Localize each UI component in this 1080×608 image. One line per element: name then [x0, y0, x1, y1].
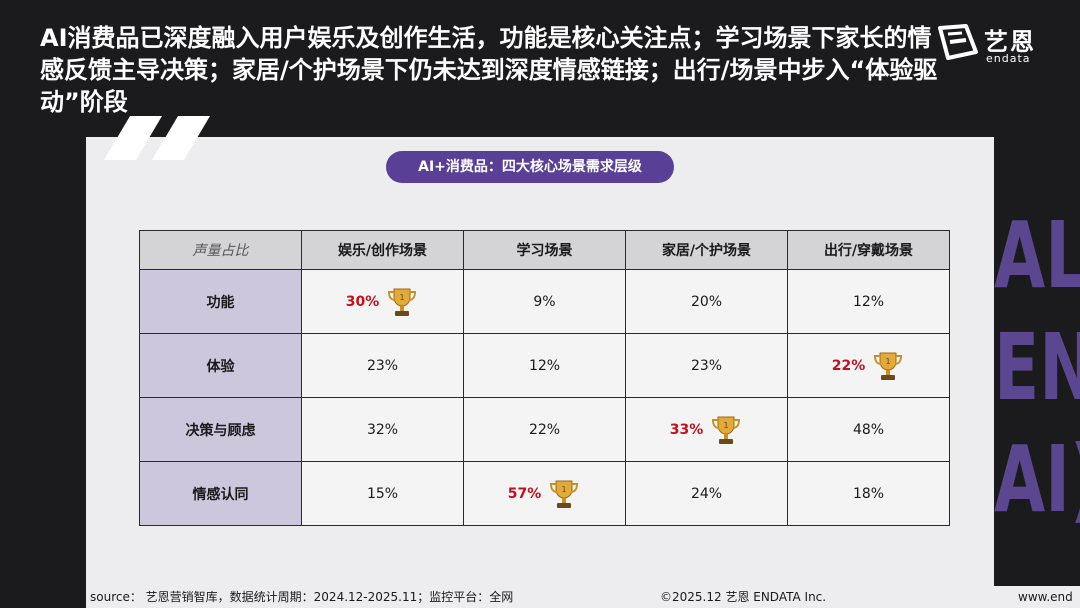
- row-header: 体验: [139, 333, 302, 398]
- table-cell: 23%: [625, 333, 788, 398]
- cell-content: 57% 1: [508, 477, 582, 511]
- cell-value: 15%: [366, 485, 399, 502]
- brand-logo: 艺恩 endata: [936, 22, 1056, 66]
- table-cell: 18%: [787, 461, 950, 526]
- cell-value: 24%: [690, 485, 723, 502]
- trophy-icon: 1: [385, 285, 419, 319]
- cell-value: 20%: [690, 293, 723, 310]
- row-header: 情感认同: [139, 461, 302, 526]
- table-cell: 24%: [625, 461, 788, 526]
- cell-content: 32%: [367, 422, 398, 438]
- table-cell: 32%: [301, 397, 464, 462]
- footer-bar: [86, 586, 1080, 608]
- table-cell: 30% 1: [301, 269, 464, 334]
- table-cell: 48%: [787, 397, 950, 462]
- table-cell: 9%: [463, 269, 626, 334]
- cell-content: 33% 1: [670, 413, 744, 447]
- cell-value: 18%: [852, 485, 885, 502]
- quote-mark-icon: [104, 116, 210, 160]
- cell-content: 9%: [533, 294, 555, 310]
- background-letters: AL EN AI): [994, 200, 1080, 536]
- highlight-value: 33%: [669, 421, 704, 438]
- cell-content: 30% 1: [346, 285, 420, 319]
- cell-content: 12%: [529, 358, 560, 374]
- table-cell: 23%: [301, 333, 464, 398]
- background-letter-line: AI): [994, 426, 1080, 533]
- cell-content: 22%: [529, 422, 560, 438]
- table-cell: 12%: [787, 269, 950, 334]
- brand-name-cn: 艺恩: [984, 28, 1036, 56]
- table-row: 体验 23% 12% 23% 22% 1: [139, 333, 950, 398]
- table-cell: 20%: [625, 269, 788, 334]
- cell-content: 22% 1: [832, 349, 906, 383]
- cell-value: 12%: [528, 357, 561, 374]
- page-headline: AI消费品已深度融入用户娱乐及创作生活，功能是核心关注点；学习场景下家长的情感反…: [40, 24, 938, 116]
- background-letter-line: AL: [994, 202, 1080, 309]
- table-cell: 15%: [301, 461, 464, 526]
- table-row: 情感认同 15% 57% 1 24% 18%: [139, 461, 950, 526]
- cell-content: 20%: [691, 294, 722, 310]
- footer-source: source： 艺恩营销智库，数据统计周期：2024.12-2025.11；监控…: [90, 590, 514, 604]
- cell-value: 12%: [852, 293, 885, 310]
- cell-value: 22%: [528, 421, 561, 438]
- table-cell: 22%: [463, 397, 626, 462]
- cell-content: 24%: [691, 486, 722, 502]
- cell-value: 48%: [852, 421, 885, 438]
- trophy-icon: 1: [547, 477, 581, 511]
- footer-copyright: ©2025.12 艺恩 ENDATA Inc.: [660, 590, 827, 604]
- cell-content: 15%: [367, 486, 398, 502]
- cell-value: 32%: [366, 421, 399, 438]
- trophy-icon: 1: [871, 349, 905, 383]
- table-header-row: 声量占比 娱乐/创作场景 学习场景 家居/个护场景 出行/穿戴场景: [139, 230, 950, 270]
- table-corner-label: 声量占比: [139, 230, 302, 270]
- cell-content: 23%: [367, 358, 398, 374]
- background-letter-line: EN: [994, 314, 1080, 421]
- highlight-value: 30%: [345, 293, 380, 310]
- cell-value: 23%: [366, 357, 399, 374]
- cell-content: 12%: [853, 294, 884, 310]
- cell-value: 23%: [690, 357, 723, 374]
- chart-title-pill: AI+消费品：四大核心场景需求层级: [386, 151, 674, 183]
- cell-content: 23%: [691, 358, 722, 374]
- svg-text:1: 1: [724, 421, 729, 430]
- svg-text:1: 1: [562, 485, 567, 494]
- table-row: 决策与顾虑 32% 22% 33% 1 48%: [139, 397, 950, 462]
- table-cell: 33% 1: [625, 397, 788, 462]
- table-cell: 57% 1: [463, 461, 626, 526]
- column-header: 学习场景: [463, 230, 626, 270]
- endata-logo-icon: [938, 24, 978, 60]
- column-header: 娱乐/创作场景: [301, 230, 464, 270]
- brand-name-en: endata: [986, 52, 1031, 65]
- row-header: 功能: [139, 269, 302, 334]
- column-header: 出行/穿戴场景: [787, 230, 950, 270]
- svg-text:1: 1: [886, 357, 891, 366]
- highlight-value: 57%: [507, 485, 542, 502]
- cell-content: 48%: [853, 422, 884, 438]
- highlight-value: 22%: [831, 357, 866, 374]
- svg-text:1: 1: [400, 293, 405, 302]
- cell-value: 9%: [533, 293, 556, 310]
- trophy-icon: 1: [709, 413, 743, 447]
- table-cell: 22% 1: [787, 333, 950, 398]
- table-row: 功能 30% 1 9% 20% 12%: [139, 269, 950, 334]
- cell-content: 18%: [853, 486, 884, 502]
- table-cell: 12%: [463, 333, 626, 398]
- demand-table: 声量占比 娱乐/创作场景 学习场景 家居/个护场景 出行/穿戴场景 功能 30% 1…: [139, 230, 950, 526]
- column-header: 家居/个护场景: [625, 230, 788, 270]
- row-header: 决策与顾虑: [139, 397, 302, 462]
- footer-url: www.end: [1018, 590, 1073, 604]
